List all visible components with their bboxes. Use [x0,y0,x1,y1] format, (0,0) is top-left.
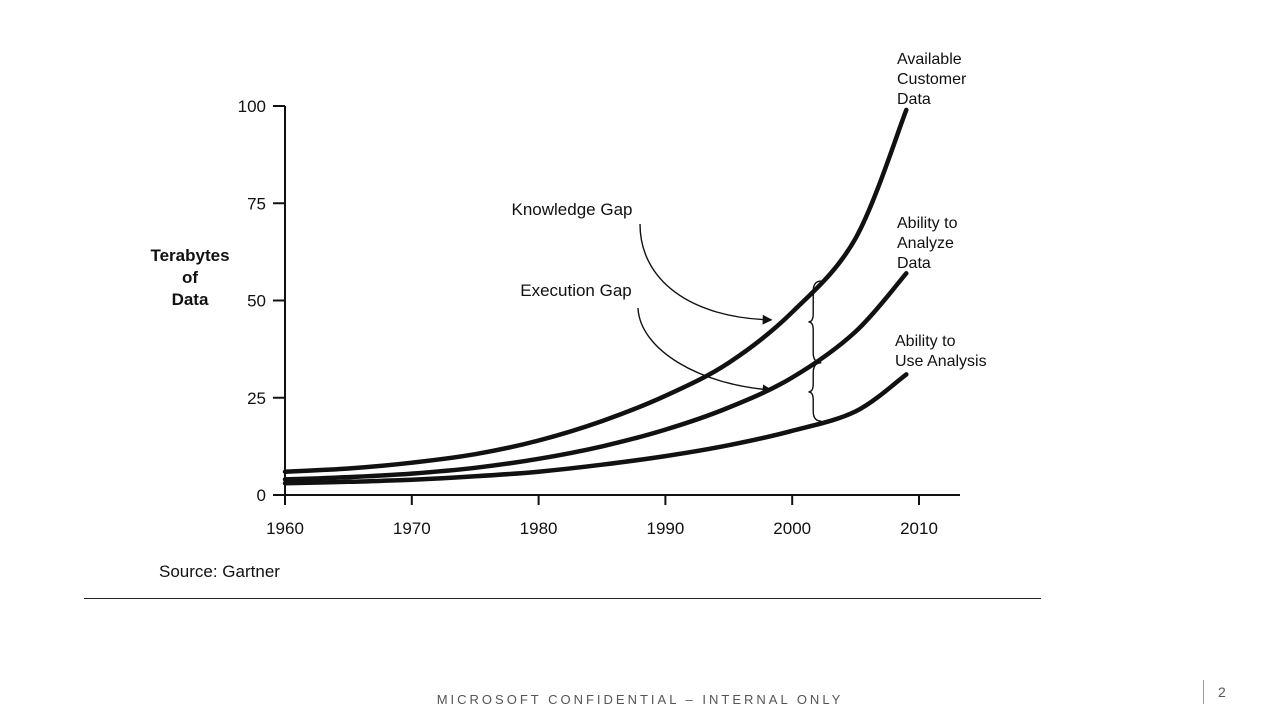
gap-brace [808,280,822,364]
source-note: Source: Gartner [159,562,280,581]
series-label: Use Analysis [895,353,987,370]
divider-line [84,598,1041,599]
series-label: Data [897,255,931,272]
y-tick-label: 50 [247,292,266,311]
series-label: Available [897,51,962,68]
y-axis-label: Data [172,290,209,309]
y-tick-label: 75 [247,194,266,213]
x-tick-label: 1990 [646,519,684,538]
series-layer: Available Customer Data Ability to Analyze Da… [282,51,987,486]
y-tick-label: 25 [247,389,266,408]
x-tick-label: 1960 [266,519,304,538]
annotations: Knowledge Gap Execution Gap [512,200,822,422]
series-line [282,372,909,486]
series-label: Data [897,91,931,108]
y-tick-label: 0 [257,486,266,505]
x-tick-label: 1980 [520,519,558,538]
series-line [282,107,909,474]
confidential-footer: MICROSOFT CONFIDENTIAL – INTERNAL ONLY [436,692,844,707]
gap-arrow [639,223,773,325]
series-label: Customer [897,71,967,88]
axes: 0 25 50 75 100 1960 1970 1980 1990 2000 2010 Teraby… [150,97,960,581]
gap-arrow [637,307,773,395]
x-tick-label: 2010 [900,519,938,538]
gap-annotation-label: Knowledge Gap [512,200,633,219]
gap-annotation-label: Execution Gap [520,281,632,300]
x-tick-label: 1970 [393,519,431,538]
series-label: Ability to [897,215,958,232]
series-line [282,271,909,482]
page-number-separator [1203,680,1204,704]
gap-brace [808,362,822,422]
y-tick-label: 100 [238,97,266,116]
series-label: Ability to [895,333,956,350]
x-tick-label: 2000 [773,519,811,538]
y-axis-label: of [182,268,198,287]
series-label: Analyze [897,235,954,252]
page-number: 2 [1218,684,1226,700]
y-axis-label: Terabytes [150,246,229,265]
